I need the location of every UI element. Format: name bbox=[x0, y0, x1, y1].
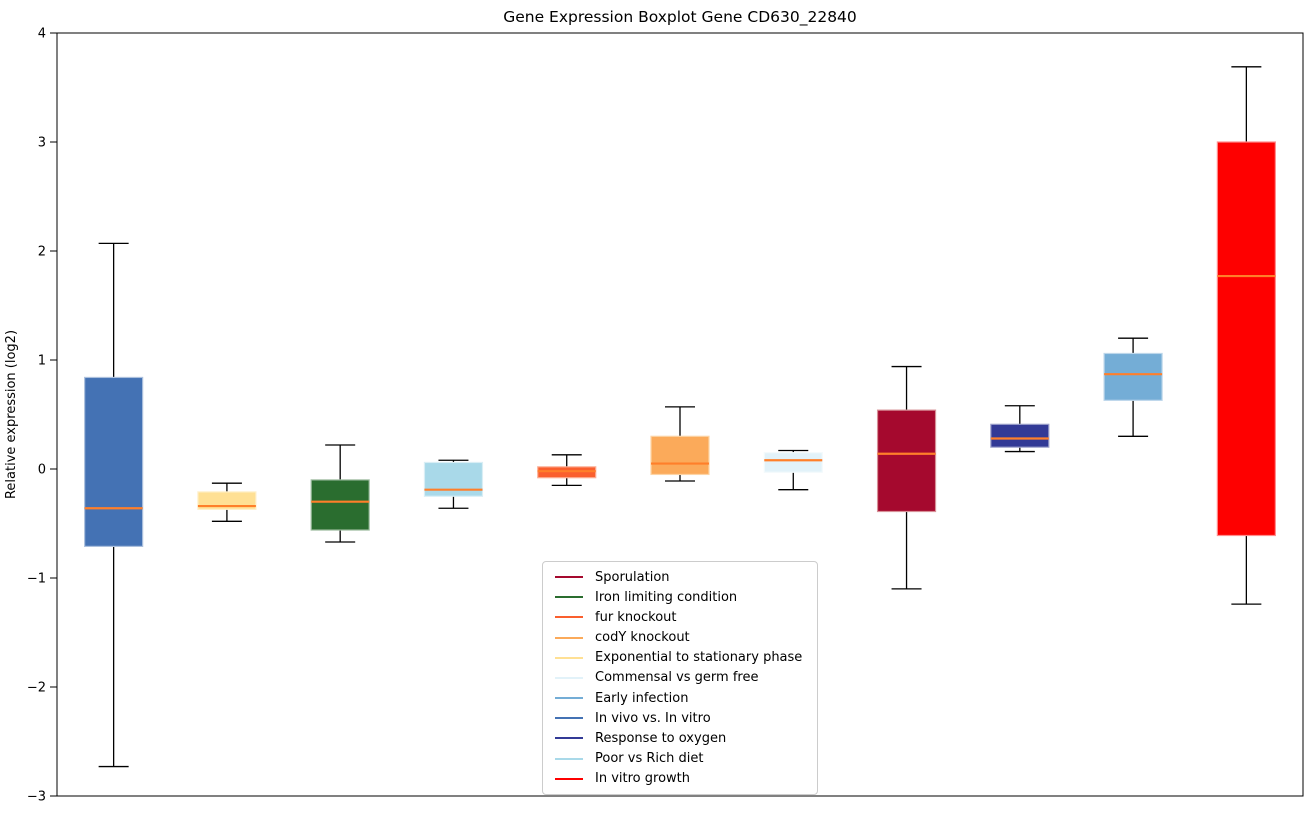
box-commensal-vs-germ-free bbox=[763, 449, 823, 491]
legend-swatch bbox=[555, 737, 583, 740]
box-in-vitro-growth bbox=[1216, 66, 1276, 605]
legend-item-early-infection: Early infection bbox=[543, 688, 817, 708]
plot-border bbox=[56, 32, 1304, 797]
legend-item-poor-vs-rich-diet: Poor vs Rich diet bbox=[543, 749, 817, 769]
box-sporulation bbox=[876, 365, 937, 590]
y-tick-label: 0 bbox=[38, 463, 46, 478]
legend-item-cody-knockout: codY knockout bbox=[543, 628, 817, 648]
legend-label: In vivo vs. In vitro bbox=[595, 710, 711, 726]
legend-label: Response to oxygen bbox=[595, 730, 727, 746]
legend: Sporulation Iron limiting condition fur kn… bbox=[542, 561, 818, 795]
box-body bbox=[1103, 352, 1163, 401]
legend-label: Poor vs Rich diet bbox=[595, 751, 704, 767]
legend-swatch bbox=[555, 676, 583, 679]
legend-item-in-vitro-growth: In vitro growth bbox=[543, 769, 817, 789]
legend-label: Iron limiting condition bbox=[595, 589, 738, 605]
legend-label: Exponential to stationary phase bbox=[595, 650, 803, 666]
box-response-to-oxygen bbox=[990, 405, 1050, 453]
legend-item-iron-limiting-condition: Iron limiting condition bbox=[543, 587, 817, 607]
legend-swatch bbox=[555, 757, 583, 760]
legend-swatch bbox=[555, 697, 583, 700]
box-iron-limiting-condition bbox=[310, 444, 370, 543]
box-early-infection bbox=[1103, 337, 1163, 437]
box-poor-vs-rich-diet bbox=[423, 459, 484, 509]
box-body bbox=[1216, 141, 1276, 537]
legend-swatch bbox=[555, 636, 583, 639]
legend-label: Early infection bbox=[595, 690, 689, 706]
legend-label: codY knockout bbox=[595, 630, 690, 646]
chart-title: Gene Expression Boxplot Gene CD630_22840 bbox=[503, 8, 857, 26]
legend-item-in-vivo-vs-in-vitro: In vivo vs. In vitro bbox=[543, 708, 817, 728]
y-tick-label: 3 bbox=[38, 136, 46, 151]
y-tick-label: −3 bbox=[27, 790, 46, 805]
y-tick-label: −1 bbox=[27, 572, 46, 587]
y-tick-label: 1 bbox=[38, 354, 46, 369]
legend-label: Commensal vs germ free bbox=[595, 670, 759, 686]
legend-swatch bbox=[555, 596, 583, 599]
box-exponential-to-stationary-phase bbox=[197, 482, 257, 522]
box-cody-knockout bbox=[650, 406, 710, 482]
box-body bbox=[990, 423, 1050, 448]
y-axis-label: Relative expression (log2) bbox=[4, 330, 19, 499]
legend-item-commensal-vs-germ-free: Commensal vs germ free bbox=[543, 668, 817, 688]
legend-swatch bbox=[555, 717, 583, 720]
legend-item-exponential-to-stationary-phase: Exponential to stationary phase bbox=[543, 648, 817, 668]
y-tick-label: −2 bbox=[27, 681, 46, 696]
legend-swatch bbox=[555, 576, 583, 579]
y-tick-label: 4 bbox=[38, 27, 46, 42]
legend-label: fur knockout bbox=[595, 609, 677, 625]
box-body bbox=[650, 435, 710, 476]
legend-item-fur-knockout: fur knockout bbox=[543, 607, 817, 627]
box-body bbox=[423, 461, 484, 497]
legend-swatch bbox=[555, 616, 583, 619]
box-body bbox=[876, 409, 937, 513]
legend-swatch bbox=[555, 656, 583, 659]
box-body bbox=[310, 479, 370, 531]
legend-item-response-to-oxygen: Response to oxygen bbox=[543, 728, 817, 748]
box-fur-knockout bbox=[537, 454, 597, 487]
legend-label: Sporulation bbox=[595, 569, 670, 585]
box-body bbox=[84, 376, 144, 547]
box-in-vivo-vs-in-vitro bbox=[84, 242, 144, 768]
legend-swatch bbox=[555, 777, 583, 780]
box-body bbox=[763, 452, 823, 473]
legend-label: In vitro growth bbox=[595, 771, 690, 787]
y-tick-label: 2 bbox=[38, 245, 46, 260]
legend-item-sporulation: Sporulation bbox=[543, 567, 817, 587]
